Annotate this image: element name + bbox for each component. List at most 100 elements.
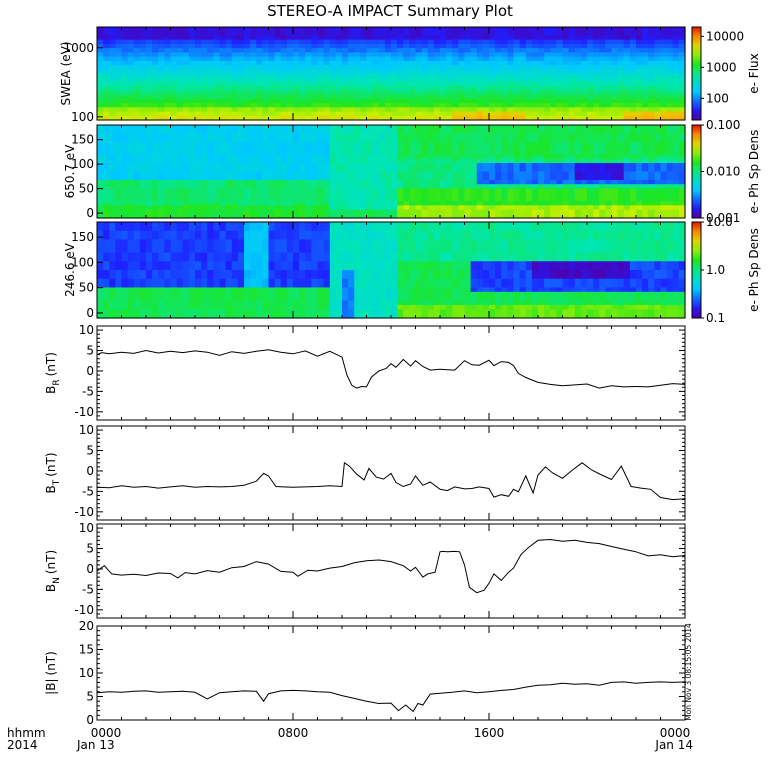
spectrogram-cell (311, 163, 319, 168)
spectrogram-cell (372, 125, 380, 130)
spectrogram-cell (648, 98, 655, 104)
spectrogram-cell (323, 39, 331, 45)
spectrogram-cell (97, 300, 104, 306)
spectrogram-cell (495, 146, 502, 151)
spectrogram-cell (562, 125, 570, 130)
spectrogram-cell (250, 77, 257, 83)
spectrogram-cell (188, 283, 196, 289)
spectrogram-cell (360, 35, 368, 41)
spectrogram-cell (464, 205, 472, 211)
spectrogram-cell (256, 86, 263, 92)
spectrogram-cell (446, 129, 453, 135)
spectrogram-cell (470, 163, 478, 168)
spectrogram-cell (672, 137, 680, 143)
spectrogram-cell (213, 111, 221, 117)
spectrogram-cell (354, 77, 361, 83)
spectrogram-cell (391, 48, 398, 53)
spectrogram-cell (421, 27, 429, 32)
spectrogram-cell (244, 129, 251, 135)
spectrogram-cell (519, 167, 527, 173)
spectrogram-cell (433, 69, 441, 75)
spectrogram-cell (158, 261, 165, 267)
spectrogram-cell (574, 94, 582, 100)
spectrogram-cell (623, 150, 631, 156)
spectrogram-cell (501, 43, 508, 49)
spectrogram-cell (139, 73, 147, 79)
spectrogram-cell (97, 65, 104, 70)
spectrogram-cell (495, 60, 502, 66)
spectrogram-cell (250, 150, 257, 156)
spectrogram-cell (617, 31, 625, 37)
spectrogram-cell (360, 154, 368, 160)
spectrogram-cell (305, 196, 312, 202)
spectrogram-cell (464, 94, 472, 100)
spectrogram-cell (391, 133, 398, 139)
spectrogram-cell (323, 184, 331, 190)
spectrogram-cell (231, 35, 239, 41)
spectrogram-cell (574, 107, 582, 113)
spectrogram-cell (342, 107, 349, 113)
spectrogram-cell (115, 39, 123, 45)
spectrogram-cell (274, 129, 282, 135)
spectrogram-cell (158, 94, 165, 100)
spectrogram-cell (237, 146, 245, 151)
spectrogram-cell (237, 283, 245, 289)
spectrogram-cell (176, 115, 184, 121)
spectrogram-cell (562, 81, 570, 87)
spectrogram-cell (158, 201, 165, 206)
spectrogram-cell (121, 86, 129, 92)
spectrogram-cell (133, 222, 141, 227)
spectrogram-cell (568, 141, 576, 147)
spectrogram-cell (538, 98, 545, 104)
spectrogram-cell (250, 31, 257, 37)
spectrogram-cell (574, 111, 582, 117)
spectrogram-cell (642, 175, 649, 181)
spectrogram-cell (207, 56, 214, 62)
spectrogram-cell (562, 213, 570, 219)
spectrogram-cell (384, 48, 392, 53)
spectrogram-cell (666, 213, 674, 219)
spectrogram-cell (409, 192, 417, 198)
spectrogram-cell (507, 60, 515, 66)
spectrogram-cell (654, 52, 662, 58)
spectrogram-cell (660, 205, 668, 211)
spectrogram-cell (470, 179, 478, 185)
spectrogram-cell (507, 129, 515, 135)
spectrogram-cell (611, 158, 619, 164)
spectrogram-cell (476, 103, 484, 108)
spectrogram-cell (642, 205, 649, 211)
spectrogram-cell (501, 171, 508, 177)
spectrogram-cell (170, 248, 178, 254)
spectrogram-cell (629, 158, 637, 164)
spectrogram-cell (587, 27, 594, 32)
spectrogram-cell (146, 141, 153, 147)
spectrogram-cell (201, 73, 208, 79)
spectrogram-cell (115, 56, 123, 62)
spectrogram-cell (121, 43, 129, 49)
spectrogram-cell (562, 192, 570, 198)
spectrogram-cell (225, 278, 233, 284)
spectrogram-cell (256, 209, 263, 215)
spectrogram-cell (556, 129, 564, 135)
spectrogram-cell (195, 103, 202, 108)
spectrogram-cell (427, 90, 435, 96)
spectrogram-cell (164, 77, 172, 83)
spectrogram-cell (342, 39, 349, 45)
spectrogram-cell (311, 205, 319, 211)
spectrogram-cell (152, 43, 159, 49)
spectrogram-cell (225, 43, 233, 49)
spectrogram-cell (311, 65, 319, 70)
spectrogram-cell (384, 129, 392, 135)
spectrogram-cell (433, 201, 441, 206)
spectrogram-cell (262, 125, 270, 130)
spectrogram-cell (568, 107, 576, 113)
spectrogram-cell (146, 239, 153, 245)
spectrogram-cell (519, 163, 527, 168)
spectrogram-cell (617, 65, 625, 70)
spectrogram-cell (550, 111, 557, 117)
spectrogram-cell (335, 213, 343, 219)
spectrogram-cell (299, 103, 306, 108)
spectrogram-cell (397, 86, 404, 92)
spectrogram-cell (152, 261, 159, 267)
spectrogram-cell (452, 107, 459, 113)
